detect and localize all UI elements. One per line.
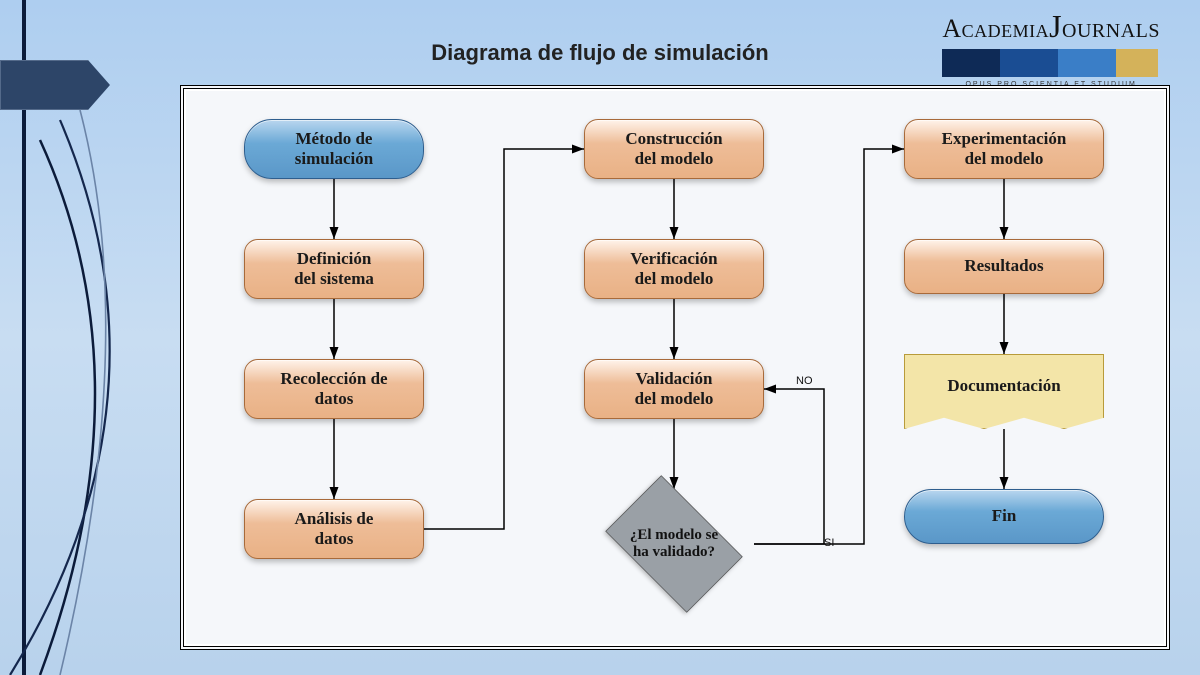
node-fin: Fin xyxy=(904,489,1104,544)
node-res: Resultados xyxy=(904,239,1104,294)
flowchart-frame: Método de simulación Definición del siste… xyxy=(180,85,1170,650)
node-start: Método de simulación xyxy=(244,119,424,179)
edge-ana-con xyxy=(424,149,584,529)
logo-word-1: Academia xyxy=(942,14,1049,43)
node-rec: Recolección de datos xyxy=(244,359,424,419)
left-arrow-shape xyxy=(0,60,110,110)
node-val: Validación del modelo xyxy=(584,359,764,419)
logo-word-2: OURNALS xyxy=(1062,20,1160,42)
node-con: Construcción del modelo xyxy=(584,119,764,179)
node-def: Definición del sistema xyxy=(244,239,424,299)
node-ver: Verificación del modelo xyxy=(584,239,764,299)
page-title: Diagrama de flujo de simulación xyxy=(0,40,1200,66)
edge-dec-exp xyxy=(754,149,904,544)
decision-label-no: NO xyxy=(796,375,813,387)
node-dec: ¿El modelo se ha validado? xyxy=(594,489,754,599)
node-ana: Análisis de datos xyxy=(244,499,424,559)
node-exp: Experimentación del modelo xyxy=(904,119,1104,179)
node-doc: Documentación xyxy=(904,354,1104,429)
edge-dec-val xyxy=(754,389,824,544)
decision-label-si: SI xyxy=(824,537,834,549)
